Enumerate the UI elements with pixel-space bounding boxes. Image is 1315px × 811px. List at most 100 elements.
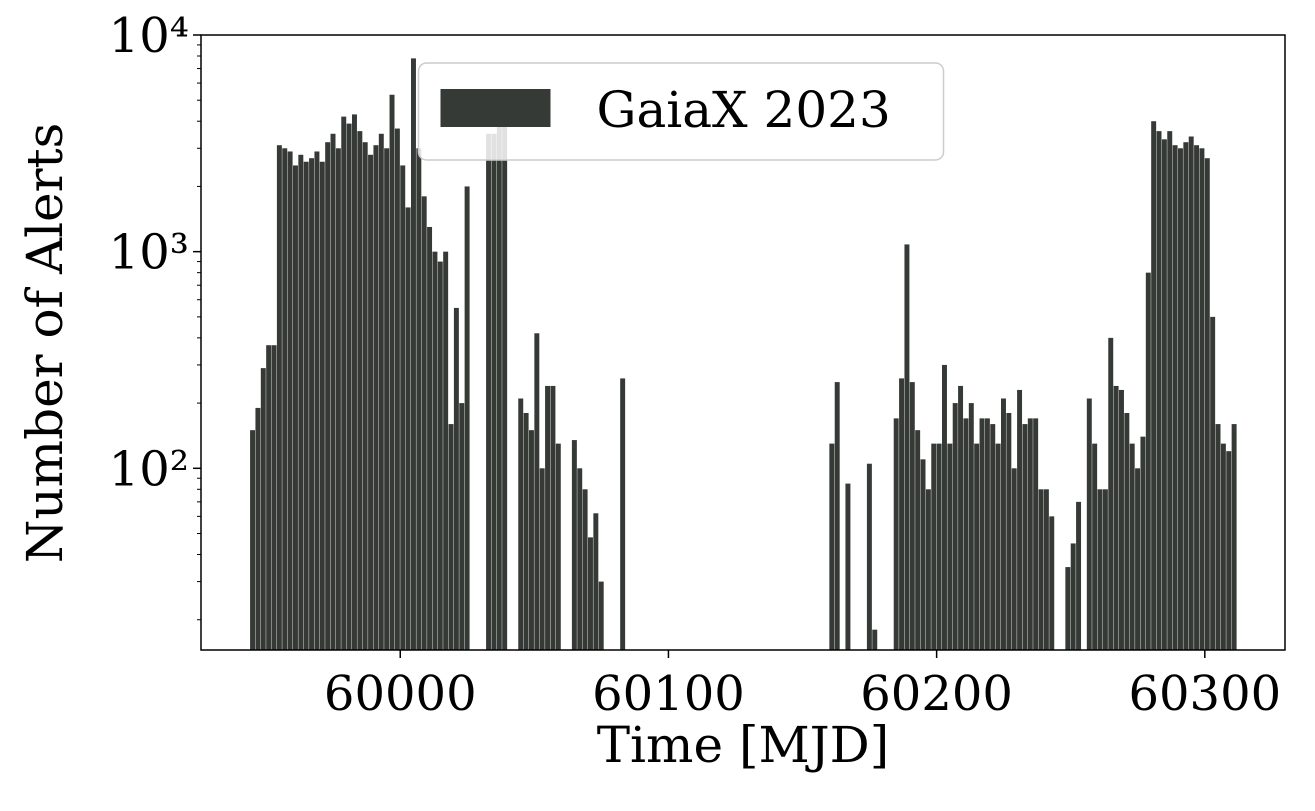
bar bbox=[1183, 142, 1189, 650]
bar bbox=[963, 418, 969, 650]
bar bbox=[577, 468, 583, 650]
bar bbox=[620, 378, 626, 650]
x-axis-label: Time [MJD] bbox=[597, 716, 890, 774]
bar bbox=[834, 382, 840, 650]
bar bbox=[1199, 148, 1205, 651]
bar bbox=[330, 133, 336, 651]
bar bbox=[319, 161, 325, 650]
bar bbox=[1194, 145, 1200, 650]
bar bbox=[346, 123, 352, 650]
bar bbox=[1226, 451, 1232, 650]
bar bbox=[1038, 489, 1044, 650]
bar bbox=[979, 418, 985, 650]
bar bbox=[1140, 436, 1146, 650]
bar bbox=[925, 489, 931, 650]
bar bbox=[1129, 443, 1135, 650]
bar bbox=[1177, 148, 1183, 651]
bar bbox=[534, 333, 540, 650]
bar bbox=[915, 430, 921, 650]
bar bbox=[400, 165, 406, 651]
bar bbox=[1151, 121, 1157, 651]
x-tick-label: 60100 bbox=[592, 666, 745, 722]
bar bbox=[1161, 139, 1167, 650]
bar bbox=[1027, 418, 1033, 650]
bar bbox=[389, 94, 395, 651]
x-tick-label: 60000 bbox=[324, 666, 477, 722]
bar bbox=[1043, 489, 1049, 650]
bar bbox=[384, 148, 390, 651]
bar bbox=[1145, 272, 1151, 650]
bar bbox=[582, 489, 588, 650]
bar bbox=[990, 424, 996, 650]
bar bbox=[829, 443, 835, 650]
bar bbox=[1017, 389, 1023, 650]
bar bbox=[1049, 516, 1055, 650]
bar bbox=[453, 307, 459, 650]
bar bbox=[1167, 131, 1173, 651]
x-tick-label: 60200 bbox=[860, 666, 1013, 722]
bar bbox=[287, 151, 293, 650]
bar bbox=[325, 142, 331, 650]
bar bbox=[266, 345, 272, 650]
bar bbox=[351, 114, 357, 650]
bar bbox=[909, 382, 915, 650]
bar bbox=[276, 145, 282, 650]
bar bbox=[1124, 413, 1130, 650]
bar bbox=[1065, 567, 1071, 650]
bar bbox=[421, 196, 427, 650]
bar bbox=[405, 207, 411, 651]
bar bbox=[459, 403, 465, 650]
bar bbox=[1092, 443, 1098, 650]
bar bbox=[1231, 424, 1237, 650]
bar bbox=[571, 440, 577, 650]
bar bbox=[1097, 489, 1103, 650]
bar bbox=[255, 407, 261, 650]
bar bbox=[341, 116, 347, 651]
bar bbox=[1210, 316, 1216, 650]
bar bbox=[550, 385, 556, 650]
bar bbox=[1006, 413, 1012, 650]
bar bbox=[373, 145, 379, 650]
bar bbox=[309, 158, 315, 650]
bar bbox=[899, 378, 905, 650]
bar bbox=[314, 151, 320, 650]
bar bbox=[410, 58, 416, 650]
bar bbox=[1000, 398, 1006, 650]
bar bbox=[995, 443, 1001, 650]
bar bbox=[1033, 418, 1039, 650]
y-tick-label: 10² bbox=[109, 441, 189, 497]
bar bbox=[1022, 424, 1028, 650]
bar bbox=[335, 148, 341, 651]
y-axis-label: Number of Alerts bbox=[16, 123, 74, 564]
bar bbox=[1215, 424, 1221, 650]
bar bbox=[448, 424, 454, 650]
bar bbox=[545, 385, 551, 650]
bar bbox=[502, 91, 508, 651]
bar bbox=[362, 142, 368, 650]
bar bbox=[968, 403, 974, 650]
bar bbox=[523, 413, 529, 650]
bar bbox=[282, 148, 288, 651]
bar bbox=[260, 368, 266, 650]
bar bbox=[271, 345, 277, 650]
bar bbox=[486, 133, 492, 651]
y-tick-label: 10⁴ bbox=[109, 8, 189, 64]
bar bbox=[598, 581, 604, 650]
bar bbox=[920, 459, 926, 650]
legend-box bbox=[417, 62, 945, 161]
bar bbox=[394, 128, 400, 651]
bar bbox=[872, 629, 878, 650]
bar bbox=[368, 154, 374, 650]
bar bbox=[357, 131, 363, 651]
legend-swatch bbox=[440, 89, 551, 127]
bar bbox=[1011, 468, 1017, 650]
bar bbox=[528, 430, 534, 650]
bar bbox=[1070, 543, 1076, 650]
bar bbox=[941, 364, 947, 650]
bar bbox=[496, 91, 502, 651]
legend-label: GaiaX 2023 bbox=[597, 81, 891, 139]
bar bbox=[1086, 398, 1092, 650]
bar bbox=[303, 161, 309, 650]
bar bbox=[1108, 337, 1114, 650]
